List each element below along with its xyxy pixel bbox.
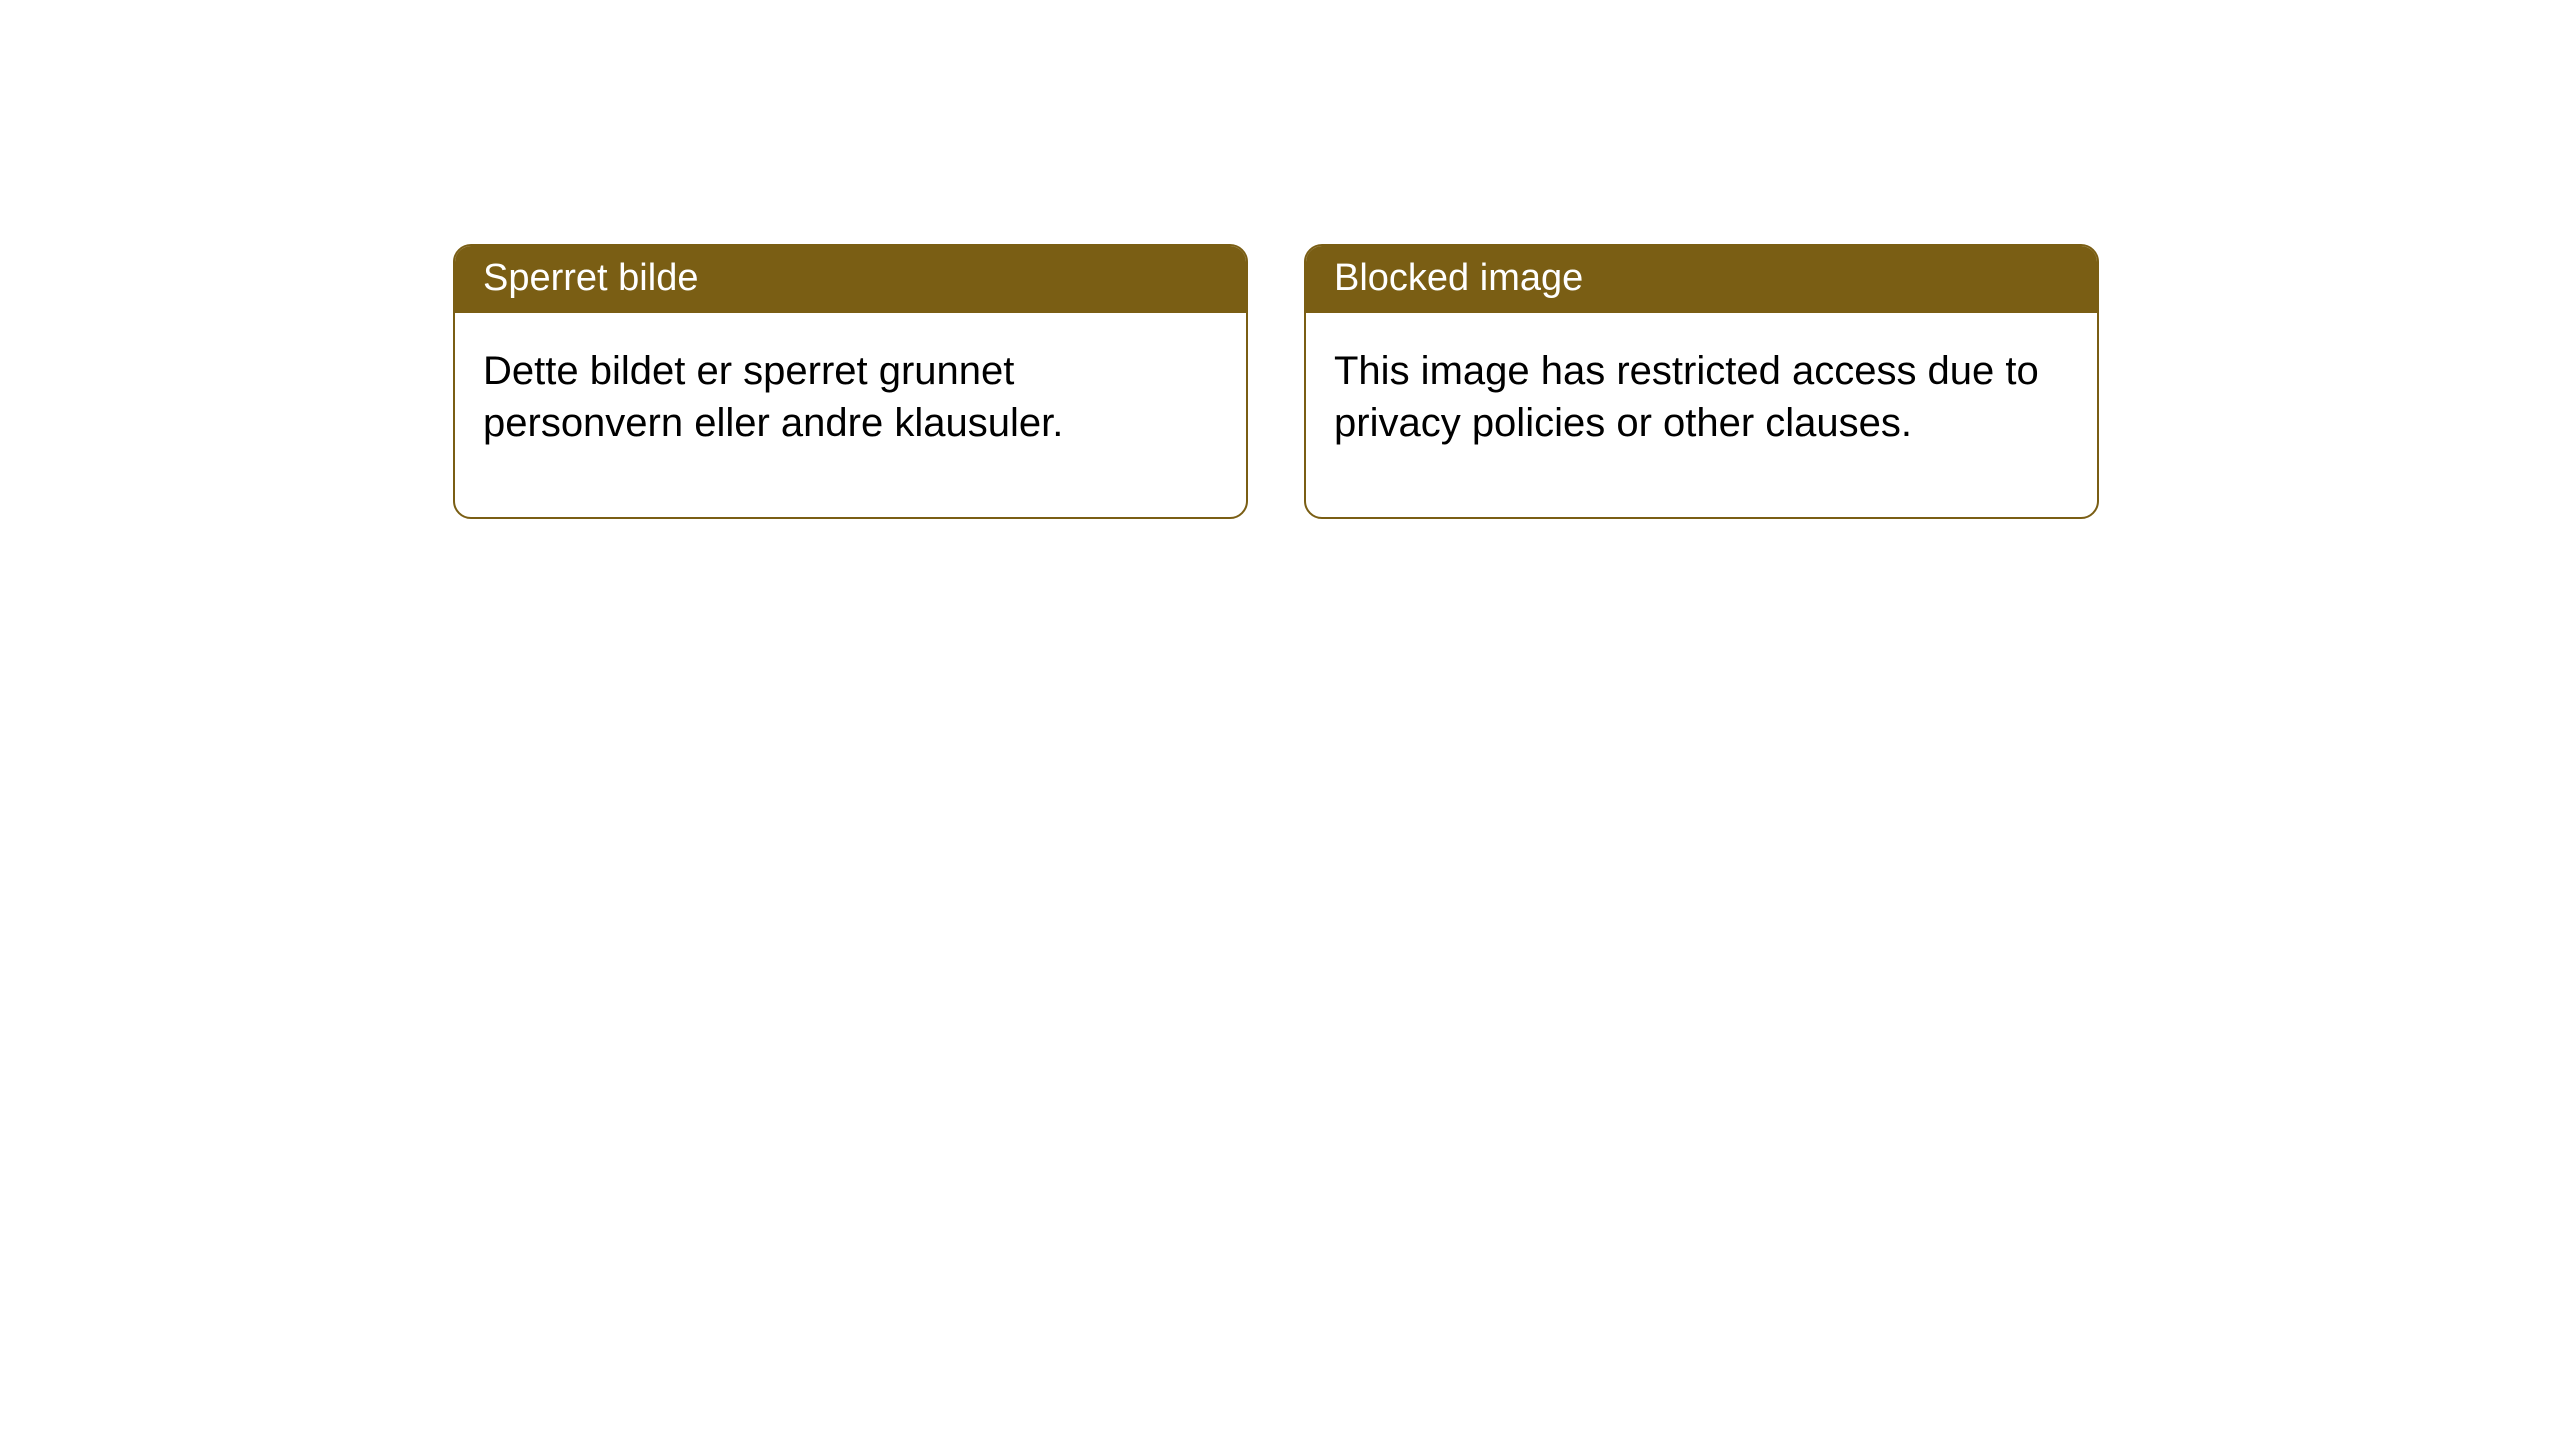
- notice-card-body: This image has restricted access due to …: [1306, 313, 2097, 517]
- notice-card-container: Sperret bilde Dette bildet er sperret gr…: [453, 244, 2099, 519]
- notice-card-header: Sperret bilde: [455, 246, 1246, 313]
- notice-card-no: Sperret bilde Dette bildet er sperret gr…: [453, 244, 1248, 519]
- notice-card-en: Blocked image This image has restricted …: [1304, 244, 2099, 519]
- notice-card-body: Dette bildet er sperret grunnet personve…: [455, 313, 1246, 517]
- notice-card-header: Blocked image: [1306, 246, 2097, 313]
